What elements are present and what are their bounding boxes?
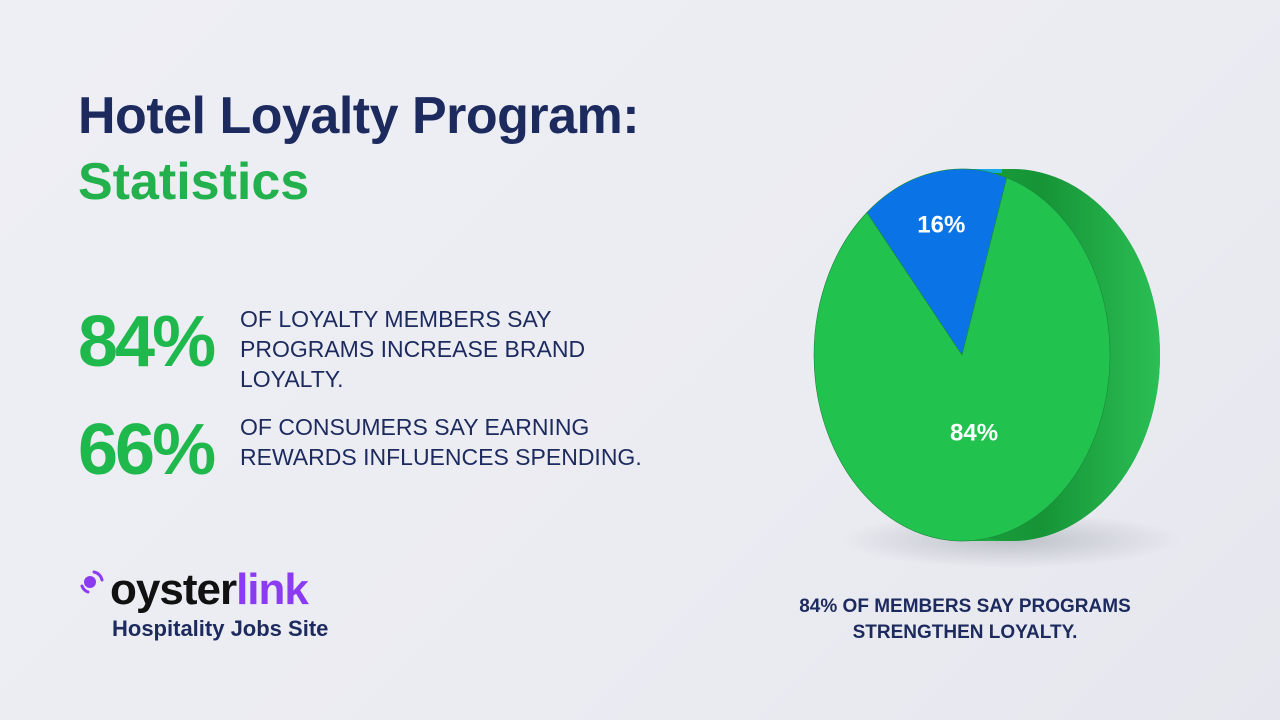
page-title: Hotel Loyalty Program: [78,87,640,145]
stat-value: 84% [78,302,216,382]
stat-item: 66% OF CONSUMERS SAY EARNING REWARDS INF… [78,414,660,486]
pie-slice-1 [813,177,1111,542]
pie-data-label: 84% [950,420,998,447]
stat-text: OF CONSUMERS SAY EARNING REWARDS INFLUEN… [240,414,642,470]
logo-icon [80,570,104,594]
pie-data-label: 16% [917,212,965,239]
stat-text: OF LOYALTY MEMBERS SAY PROGRAMS INCREASE… [240,306,586,392]
logo-tagline: Hospitality Jobs Site [112,616,329,641]
stat-value: 66% [78,410,216,490]
logo-wordmark: oysterlink [110,565,309,614]
chart-caption: 84% OF MEMBERS SAY PROGRAMS STRENGTHEN L… [799,596,1131,643]
oysterlink-logo: oysterlink Hospitality Jobs Site [80,566,328,642]
page-subtitle: Statistics [78,153,310,211]
pie-slice-0 [866,168,1008,356]
stat-item: 84% OF LOYALTY MEMBERS SAY PROGRAMS INCR… [78,306,620,394]
